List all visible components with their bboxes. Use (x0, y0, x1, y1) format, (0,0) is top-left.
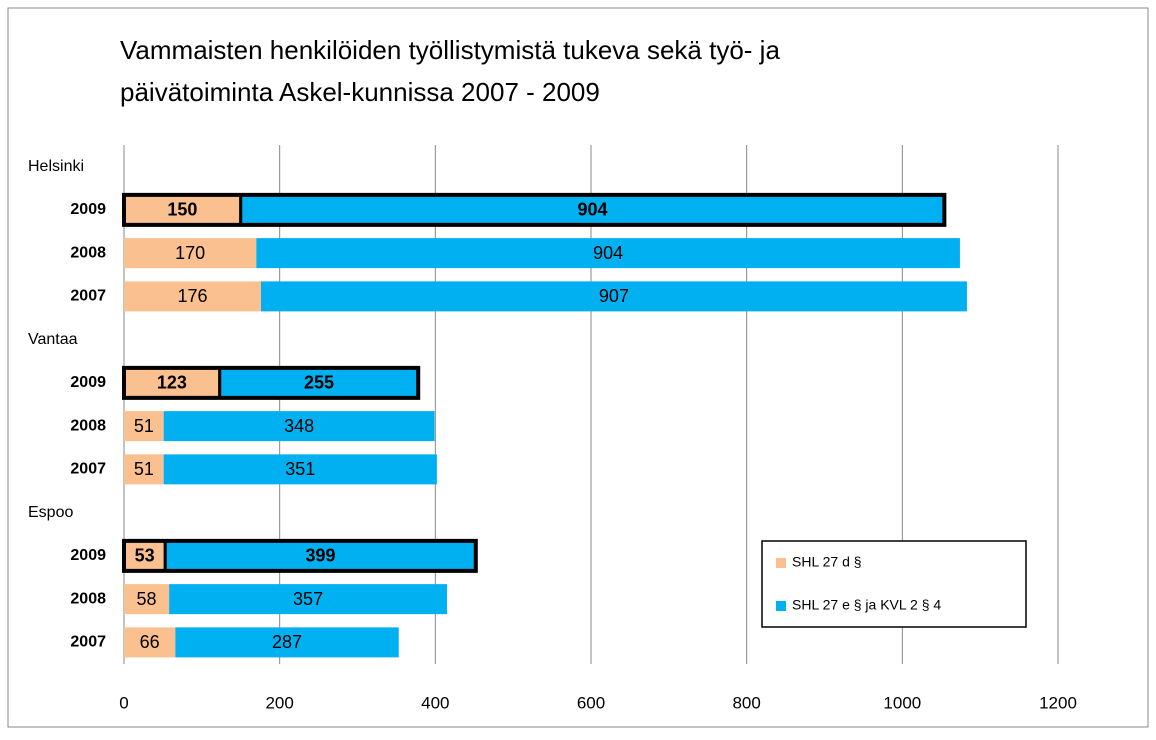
data-label: 357 (293, 589, 323, 609)
bar (256, 238, 960, 269)
legend-box (761, 540, 1027, 628)
y-tick-label: 2009 (70, 547, 106, 564)
bar (239, 193, 946, 227)
bar (124, 281, 261, 312)
y-tick-label: 2007 (70, 634, 106, 651)
bar (163, 411, 435, 442)
bar-outline (122, 192, 947, 227)
data-label: 287 (272, 632, 302, 652)
bar (124, 238, 257, 269)
x-tick-label: 400 (421, 693, 449, 712)
bar (124, 627, 176, 658)
y-tick-label: 2009 (70, 201, 106, 218)
y-tick-label: 2008 (70, 590, 106, 607)
data-label: 51 (134, 459, 154, 479)
x-tick-label: 600 (577, 693, 605, 712)
x-tick-label: 200 (265, 693, 293, 712)
bar (124, 411, 164, 442)
data-label: 399 (306, 546, 336, 566)
chart-title: päivätoiminta Askel-kunnissa 2007 - 2009 (120, 77, 600, 107)
data-label: 255 (304, 373, 334, 393)
bar (260, 281, 967, 312)
data-label: 51 (134, 416, 154, 436)
data-label: 904 (578, 200, 608, 220)
bar-outline (122, 538, 478, 573)
data-label: 53 (135, 546, 155, 566)
y-tick-label: 2008 (70, 417, 106, 434)
bar (163, 454, 437, 485)
data-label: 348 (284, 416, 314, 436)
data-label: 66 (140, 632, 160, 652)
x-tick-label: 0 (119, 693, 128, 712)
x-tick-label: 1000 (883, 693, 921, 712)
bar (124, 584, 170, 615)
y-tick-label: 2008 (70, 244, 106, 261)
bar-outline (122, 365, 421, 400)
data-label: 123 (157, 373, 187, 393)
group-label: Helsinki (28, 158, 84, 175)
data-label: 907 (599, 286, 629, 306)
chart-title: Vammaisten henkilöiden työllistymistä tu… (120, 35, 780, 65)
y-tick-label: 2007 (70, 461, 106, 478)
data-label: 904 (593, 243, 623, 263)
data-label: 176 (177, 286, 207, 306)
data-label: 58 (137, 589, 157, 609)
bar (169, 584, 448, 615)
data-label: 170 (175, 243, 205, 263)
y-tick-label: 2007 (70, 288, 106, 305)
bar (124, 454, 164, 485)
legend-swatch (776, 558, 786, 568)
legend-label: SHL 27 d § (792, 554, 862, 570)
y-tick-label: 2009 (70, 374, 106, 391)
group-label: Espoo (28, 504, 73, 521)
data-label: 150 (167, 200, 197, 220)
legend-swatch (776, 601, 786, 611)
x-tick-label: 1200 (1039, 693, 1077, 712)
bar (175, 627, 399, 658)
group-label: Vantaa (28, 331, 78, 348)
legend-label: SHL 27 e § ja KVL 2 § 4 (792, 597, 941, 613)
data-label: 351 (285, 459, 315, 479)
x-tick-label: 800 (732, 693, 760, 712)
